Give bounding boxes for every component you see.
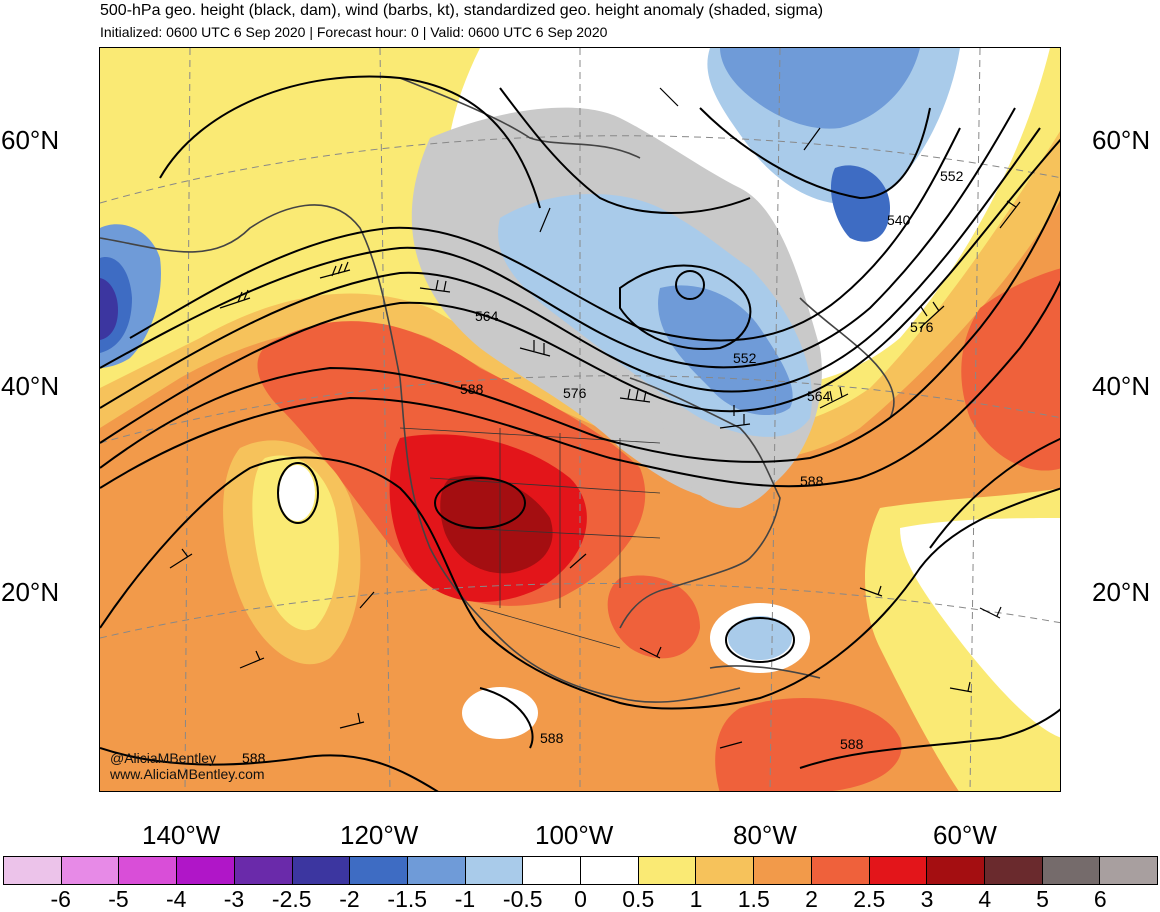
colorbar-swatch [4, 857, 62, 884]
anomaly-neutral-southeast [900, 518, 1060, 738]
contour-label: 588 [540, 730, 564, 746]
colorbar-swatch [638, 857, 697, 884]
colorbar-swatch [984, 857, 1043, 884]
colorbar-tick-label: 5 [1036, 886, 1049, 912]
wind-barbs [169, 87, 1021, 749]
colorbar-tick-label: 1.5 [737, 886, 770, 912]
height-contours [100, 75, 1060, 791]
lat-label-left: 60°N [1, 125, 60, 155]
colorbar-tick-label: 2.5 [853, 886, 886, 912]
lon-label: 100°W [535, 820, 614, 850]
contour-label: 588 [242, 750, 266, 766]
anomaly-neg-150-north [830, 165, 890, 242]
lon-label: 120°W [340, 820, 419, 850]
lon-label: 60°W [933, 820, 997, 850]
colorbar-tick-label: 1 [689, 886, 703, 912]
lat-label-left: 20°N [1, 577, 60, 607]
anomaly-pos-200-south [715, 698, 902, 791]
colorbar-swatch [696, 857, 755, 884]
credit-twitter: @AliciaMBentley [110, 750, 217, 766]
anomaly-neg-050-caribbean [728, 616, 792, 660]
colorbar-swatch [234, 857, 293, 884]
lat-label-right: 20°N [1092, 577, 1151, 607]
colorbar-tick-label: 0 [574, 886, 587, 912]
colorbar-swatch [1100, 857, 1158, 884]
colorbar-swatch [927, 857, 985, 884]
colorbar-swatch [292, 857, 351, 884]
colorbar-swatch [754, 857, 812, 884]
lon-label: 80°W [733, 820, 797, 850]
colorbar-swatch [177, 857, 235, 884]
colorbar-tick-label: -4 [166, 886, 187, 912]
contour-label: 564 [475, 308, 499, 324]
colorbar-swatch [407, 857, 466, 884]
coastlines [100, 77, 895, 703]
colorbar-tick-label: -2.5 [271, 886, 312, 912]
contour-label: 588 [460, 381, 484, 397]
contour-label: 588 [840, 736, 864, 752]
weather-map: 540 552 552 564 564 576 576 588 588 588 … [99, 47, 1061, 792]
map-subtitle: Initialized: 0600 UTC 6 Sep 2020 | Forec… [100, 24, 608, 40]
colorbar-swatch [1042, 857, 1101, 884]
colorbar-tick-label: 6 [1093, 886, 1107, 912]
credit-website: www.AliciaMBentley.com [110, 766, 265, 782]
anomaly-pos-200-gulf [607, 575, 700, 659]
anomaly-neg-200-west [100, 278, 118, 340]
colorbar-tick-label: -3 [223, 886, 245, 912]
contour-label: 552 [940, 168, 964, 184]
colorbar-tick-label: 3 [920, 886, 934, 912]
contour-label: 576 [910, 319, 934, 335]
contour-label: 552 [733, 350, 757, 366]
lat-label-right: 40°N [1092, 371, 1151, 401]
colorbar-swatch [811, 857, 870, 884]
colorbar-tick-label: -2 [339, 886, 360, 912]
lon-label: 140°W [142, 820, 221, 850]
anomaly-neutral-pacific-south [462, 687, 538, 739]
colorbar-tick-label: 4 [978, 886, 992, 912]
colorbar-swatch [61, 857, 120, 884]
colorbar-swatch [465, 857, 524, 884]
contour-label: 540 [887, 212, 911, 228]
anomaly-neg-100-north [720, 48, 920, 129]
colorbar-swatch [869, 857, 928, 884]
colorbar-tick-label: -5 [108, 886, 129, 912]
colorbar-tick-label: -6 [50, 886, 71, 912]
anomaly-neg-100 [658, 285, 793, 416]
political-borders [399, 427, 661, 649]
map-canvas [100, 48, 1060, 791]
lat-label-right: 60°N [1092, 125, 1151, 155]
colorbar-tick-label: -0.5 [502, 886, 543, 912]
contour-label: 576 [563, 385, 587, 401]
contour-label: 588 [800, 473, 824, 489]
graticule [100, 48, 1060, 791]
colorbar-swatch [523, 857, 582, 884]
colorbar [3, 856, 1158, 885]
colorbar-swatch [350, 857, 408, 884]
colorbar-tick-label: 0.5 [622, 886, 655, 912]
colorbar-tick-label: -1 [454, 886, 476, 912]
colorbar-swatch [119, 857, 178, 884]
contour-label: 564 [807, 388, 831, 404]
map-title: 500-hPa geo. height (black, dam), wind (… [100, 2, 824, 19]
colorbar-swatch [581, 857, 639, 884]
colorbar-tick-label: 2 [805, 886, 818, 912]
colorbar-tick-label: -1.5 [387, 886, 428, 912]
anomaly-neutral-west [279, 465, 315, 521]
lat-label-left: 40°N [1, 371, 60, 401]
